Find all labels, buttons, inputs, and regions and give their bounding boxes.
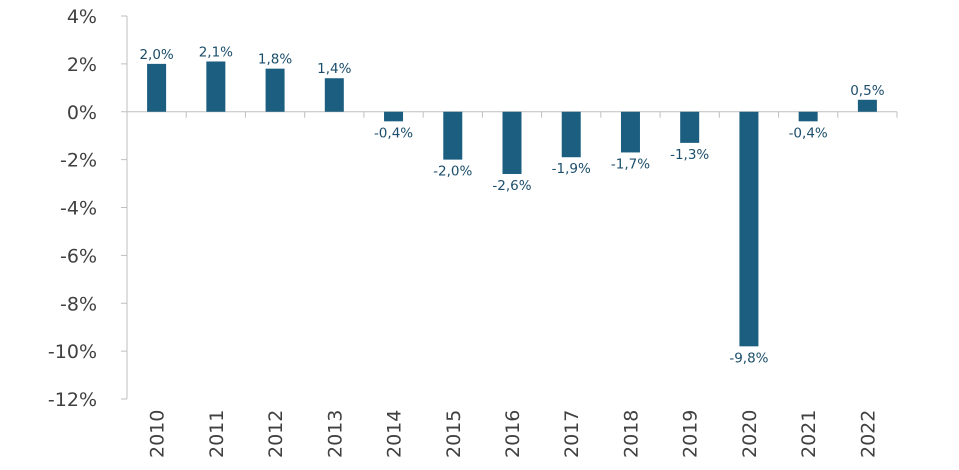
y-tick-label: -10%	[48, 341, 97, 363]
bars-layer	[147, 61, 877, 347]
bar-2017	[561, 111, 581, 158]
y-tick-label: 4%	[67, 6, 97, 28]
bar-2020	[739, 111, 759, 347]
data-label-2014: -0,4%	[374, 125, 413, 141]
x-tick-label-2018: 2018	[620, 410, 642, 458]
data-label-2020: -9,8%	[729, 350, 768, 366]
data-label-2010: 2,0%	[139, 47, 173, 63]
y-tick-label: 2%	[67, 54, 97, 76]
y-tick-label: -12%	[48, 389, 97, 411]
bar-2019	[680, 111, 700, 143]
bar-2013	[324, 78, 344, 112]
y-tick-label: -4%	[60, 198, 97, 220]
data-label-2012: 1,8%	[258, 52, 292, 68]
data-label-2017: -1,9%	[552, 161, 591, 177]
bar-2011	[206, 61, 226, 112]
data-label-2021: -0,4%	[789, 125, 828, 141]
bar-2021	[798, 111, 818, 122]
x-tick-label-2017: 2017	[561, 410, 583, 458]
x-tick-label-2021: 2021	[798, 410, 820, 458]
axes-layer	[121, 15, 898, 400]
bar-2022	[857, 99, 877, 112]
x-tick-label-2014: 2014	[384, 410, 406, 458]
data-label-2019: -1,3%	[670, 147, 709, 163]
data-labels-layer: 2,0% 2,1% 1,8% 1,4% -0,4% -2,0% -2,6% -1,9% -1,7…	[139, 44, 884, 366]
x-tick-label-2020: 2020	[739, 410, 761, 458]
y-tick-label: -6%	[60, 245, 97, 267]
x-tick-label-2011: 2011	[206, 410, 228, 458]
y-tick-label: -8%	[60, 293, 97, 315]
x-tick-label-2019: 2019	[680, 410, 702, 458]
bar-2010	[147, 63, 167, 112]
x-tick-label-2010: 2010	[147, 410, 169, 458]
x-tick-label-2015: 2015	[443, 410, 465, 458]
data-label-2015: -2,0%	[433, 164, 472, 180]
data-label-2011: 2,1%	[199, 44, 233, 60]
bar-2018	[620, 111, 640, 153]
bar-2016	[502, 111, 522, 174]
y-tick-labels: 4% 2% 0% -2% -4% -6% -8% -10% -12%	[48, 6, 97, 411]
bar-2012	[265, 68, 285, 112]
y-tick-label: -2%	[60, 150, 97, 172]
bar-2015	[443, 111, 463, 160]
data-label-2022: 0,5%	[850, 83, 884, 99]
data-label-2018: -1,7%	[611, 156, 650, 172]
data-label-2013: 1,4%	[317, 61, 351, 77]
x-tick-label-2012: 2012	[265, 410, 287, 458]
data-label-2016: -2,6%	[492, 178, 531, 194]
bar-2014	[384, 111, 404, 122]
x-tick-labels: 2010 2011 2012 2013 2014 2015 2016 2017 2018 2019…	[147, 410, 880, 458]
y-tick-label: 0%	[67, 102, 97, 124]
x-tick-label-2013: 2013	[324, 410, 346, 458]
x-tick-label-2022: 2022	[857, 410, 879, 458]
x-tick-label-2016: 2016	[502, 410, 524, 458]
